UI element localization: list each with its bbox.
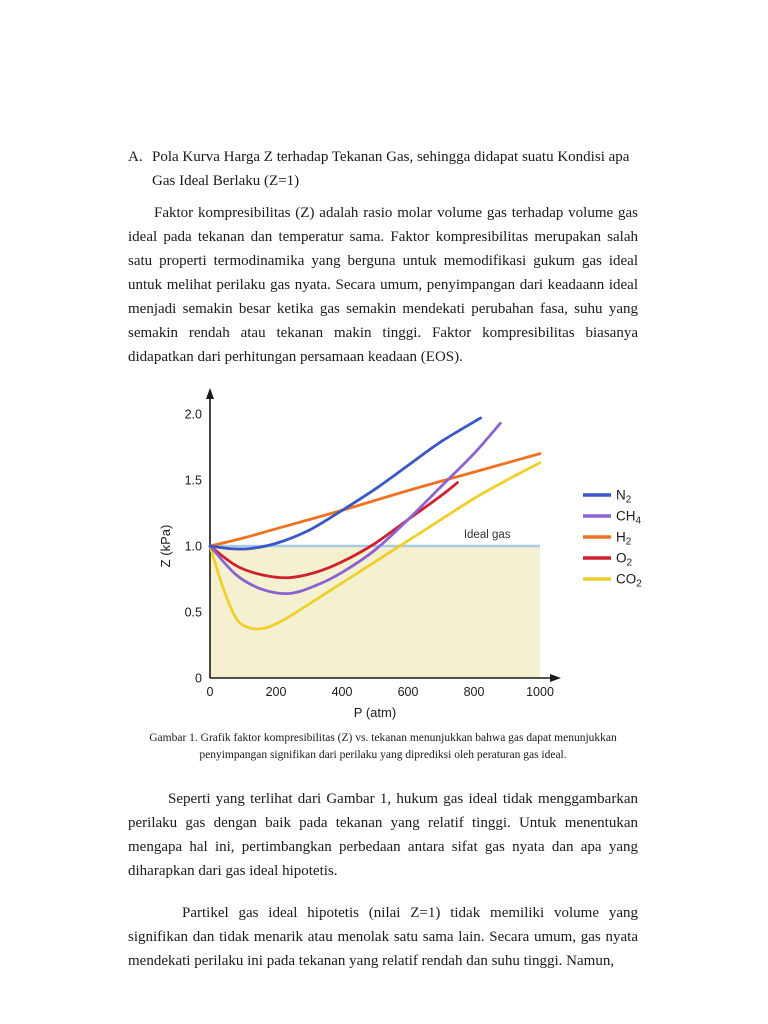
figure-caption: Gambar 1. Grafik faktor kompresibilitas … xyxy=(149,732,617,762)
y-tick-label: 1.5 xyxy=(185,474,202,488)
section-title: Pola Kurva Harga Z terhadap Tekanan Gas,… xyxy=(152,149,630,189)
x-tick-label: 600 xyxy=(398,685,419,699)
x-tick-label: 800 xyxy=(464,685,485,699)
figure-compressibility: Ideal gas 0 0.5 1.0 1.5 2.0 0 200 400 600 800 1000 Z… xyxy=(128,383,642,765)
legend-item-CO2: CO2 xyxy=(583,572,642,590)
y-axis-title: Z (kPa) xyxy=(158,525,173,568)
y-tick-label: 2.0 xyxy=(185,408,202,422)
ideal-gas-label: Ideal gas xyxy=(464,529,511,541)
legend-label-H2: H2 xyxy=(616,530,632,548)
series-line-O2 xyxy=(208,481,459,580)
legend-item-H2: H2 xyxy=(583,530,632,548)
y-tick-label: 0.5 xyxy=(185,606,202,620)
document-content: A. Pola Kurva Harga Z terhadap Tekanan G… xyxy=(128,145,642,969)
compressibility-chart: Ideal gas 0 0.5 1.0 1.5 2.0 0 200 400 600 800 1000 Z… xyxy=(158,388,642,720)
series-line-CO2 xyxy=(208,461,542,631)
section-heading: A. Pola Kurva Harga Z terhadap Tekanan G… xyxy=(128,145,638,193)
series-line-N2 xyxy=(208,416,482,551)
paragraph-2: Seperti yang terlihat dari Gambar 1, huk… xyxy=(128,790,638,879)
paragraph-3: Partikel gas ideal hipotetis (nilai Z=1)… xyxy=(128,904,638,969)
legend-item-O2: O2 xyxy=(583,551,633,569)
y-tick-label: 0 xyxy=(195,672,202,686)
legend-item-N2: N2 xyxy=(583,488,632,506)
legend-label-CH4: CH4 xyxy=(616,509,642,527)
x-axis-title: P (atm) xyxy=(354,705,396,720)
legend-item-CH4: CH4 xyxy=(583,509,642,527)
x-axis-arrow-icon xyxy=(550,674,561,682)
legend-label-N2: N2 xyxy=(616,488,632,506)
series-line-CH4 xyxy=(208,421,502,596)
legend-label-CO2: CO2 xyxy=(616,572,642,590)
x-tick-label: 200 xyxy=(266,685,287,699)
y-axis-arrow-icon xyxy=(206,388,214,399)
x-tick-label: 1000 xyxy=(526,685,554,699)
x-tick-label: 0 xyxy=(207,685,214,699)
ideal-band xyxy=(210,546,540,678)
x-tick-label: 400 xyxy=(332,685,353,699)
section-letter: A. xyxy=(128,149,143,165)
legend-label-O2: O2 xyxy=(616,551,633,569)
y-tick-label: 1.0 xyxy=(185,540,202,554)
paragraph-1: Faktor kompresibilitas (Z) adalah rasio … xyxy=(128,205,638,365)
